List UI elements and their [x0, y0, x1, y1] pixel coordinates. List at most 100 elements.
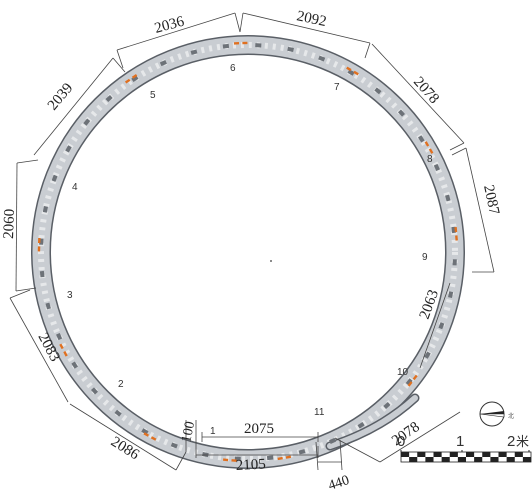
dim-label-2092: 2092: [295, 8, 328, 30]
dim-label-440: 440: [327, 473, 352, 491]
scale-cell: [409, 457, 418, 462]
ring-block: [45, 302, 51, 310]
segment-label-4: 4: [72, 182, 78, 193]
north-arrow-icon: 北: [479, 401, 514, 427]
ring-block: [190, 49, 198, 55]
ring-block: [417, 135, 425, 143]
dim-label-2078-lower: 2078: [389, 419, 423, 449]
ring-block: [51, 174, 58, 182]
ring-blocks: [39, 43, 457, 461]
dim-label-2087: 2087: [480, 184, 502, 217]
ring-block: [357, 421, 365, 429]
dim-label-100: 100: [179, 420, 198, 444]
segment-labels: 1 2 3 4 5 6 7 8 9 10 11: [67, 63, 433, 437]
ring-block: [131, 75, 139, 83]
scale-checker: [401, 452, 532, 462]
ring-block: [329, 437, 337, 444]
segment-label-10: 10: [397, 367, 409, 378]
segment-label-9: 9: [422, 252, 428, 263]
ring-block: [105, 95, 113, 102]
scale-cell: [514, 452, 523, 457]
segment-label-7: 7: [334, 82, 340, 93]
joint-marker: [454, 227, 458, 233]
scale-cell: [417, 452, 426, 457]
svg-text:北: 北: [508, 412, 514, 420]
joint-marker: [233, 42, 240, 45]
joint-markers: [37, 41, 458, 462]
ring-gap: [432, 392, 470, 410]
joint-marker: [277, 456, 283, 461]
joint-marker: [285, 455, 292, 459]
ring-block: [374, 87, 382, 95]
scale-cell: [522, 457, 532, 462]
ring-block: [266, 455, 274, 461]
ring-block: [222, 43, 230, 49]
scale-cell: [457, 457, 467, 462]
scale-cell: [466, 452, 475, 457]
ring-block: [318, 55, 326, 62]
scale-cell: [425, 457, 434, 462]
ring-block: [39, 270, 45, 278]
center-point: [270, 260, 272, 262]
ring-block: [287, 46, 294, 52]
ring-block: [91, 387, 98, 395]
ring-block: [83, 118, 91, 126]
joint-marker: [131, 74, 138, 79]
segment-label-5: 5: [150, 90, 156, 101]
joint-marker: [242, 41, 248, 45]
segment-label-6: 6: [230, 63, 236, 74]
ring-block: [452, 259, 457, 266]
ring-block: [42, 206, 48, 213]
ring-block: [438, 322, 445, 330]
scale-unit: 米: [516, 434, 529, 449]
joint-marker: [150, 436, 157, 441]
ring-block: [65, 145, 72, 153]
scale-cell: [449, 452, 458, 457]
segment-label-3: 3: [67, 290, 73, 301]
joint-marker: [143, 432, 149, 437]
ring-block: [405, 378, 413, 386]
scale-cell: [498, 452, 507, 457]
ring-block: [445, 194, 451, 202]
ring-texture: [38, 42, 458, 462]
scale-cell: [482, 452, 491, 457]
ring-block: [255, 43, 262, 48]
ring-block: [71, 361, 79, 369]
ring-block: [398, 109, 405, 117]
scale-tick-0: 0: [397, 433, 405, 450]
joint-marker: [407, 381, 413, 387]
ring-block: [433, 163, 440, 171]
joint-marker: [223, 458, 229, 462]
dimension-labels: 2036 2092 2078 2087 2063 2078 440 2105 1…: [1, 8, 502, 491]
joint-marker: [38, 237, 41, 244]
joint-marker: [231, 459, 237, 462]
ring-block: [383, 402, 391, 409]
joint-marker: [455, 235, 458, 241]
joint-marker: [59, 343, 64, 350]
ring-block: [114, 409, 122, 417]
joint-marker: [353, 70, 359, 76]
joint-marker: [37, 246, 41, 252]
dim-label-2060: 2060: [1, 209, 18, 240]
scale-tick-2: 2: [507, 433, 515, 450]
joint-marker: [346, 66, 352, 72]
scale-cell: [490, 457, 499, 462]
segment-label-2: 2: [118, 379, 124, 390]
ring-structure: [31, 35, 470, 469]
scale-cell: [441, 457, 450, 462]
ring-block: [448, 291, 454, 298]
joint-marker: [124, 78, 131, 84]
scale-cell: [401, 452, 410, 457]
segment-label-8: 8: [427, 154, 433, 165]
dim-label-2105: 2105: [235, 456, 266, 474]
dimension-lines: [9, 12, 495, 471]
scale-cell: [474, 457, 483, 462]
joint-marker: [424, 141, 430, 147]
joint-marker: [63, 351, 68, 357]
dim-label-2036: 2036: [153, 14, 187, 37]
scale-cell: [433, 452, 442, 457]
ring-block: [159, 60, 167, 67]
ring-block: [298, 449, 306, 455]
scale-cell: [506, 457, 515, 462]
